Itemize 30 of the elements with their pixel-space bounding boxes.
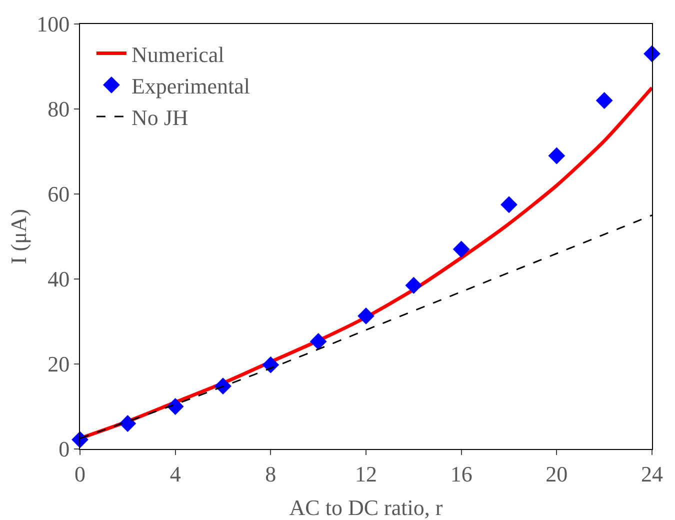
point [214, 378, 232, 395]
point [358, 308, 374, 324]
point [166, 398, 184, 415]
x-tick-label: 12 [355, 461, 377, 486]
x-tick-label: 8 [265, 461, 276, 486]
point [452, 240, 470, 258]
point [500, 196, 518, 214]
y-tick-label: 0 [58, 436, 70, 462]
y-tick-label: 100 [36, 12, 70, 37]
y-tick-label: 80 [48, 96, 70, 122]
legend-label: No JH [131, 105, 188, 130]
x-tick-label: 16 [450, 461, 472, 486]
x-tick-label: 20 [546, 461, 568, 486]
point [596, 92, 613, 109]
y-tick-label: 20 [48, 352, 70, 377]
point [262, 356, 280, 374]
x-tick-label: 4 [170, 461, 181, 486]
y-tick-label: 60 [48, 182, 70, 207]
point [119, 415, 136, 432]
y-tick-label: 40 [48, 266, 70, 292]
point [405, 276, 422, 294]
point [310, 333, 327, 350]
point [548, 147, 566, 164]
x-tick-label: 0 [74, 461, 86, 486]
x-axis-title: AC to DC ratio, r [289, 495, 444, 520]
legend-label: Experimental [131, 73, 250, 98]
legend-label: Numerical [131, 42, 224, 67]
y-axis-title: I (μA) [6, 208, 31, 264]
point [644, 45, 660, 62]
x-tick-label: 24 [641, 461, 663, 486]
